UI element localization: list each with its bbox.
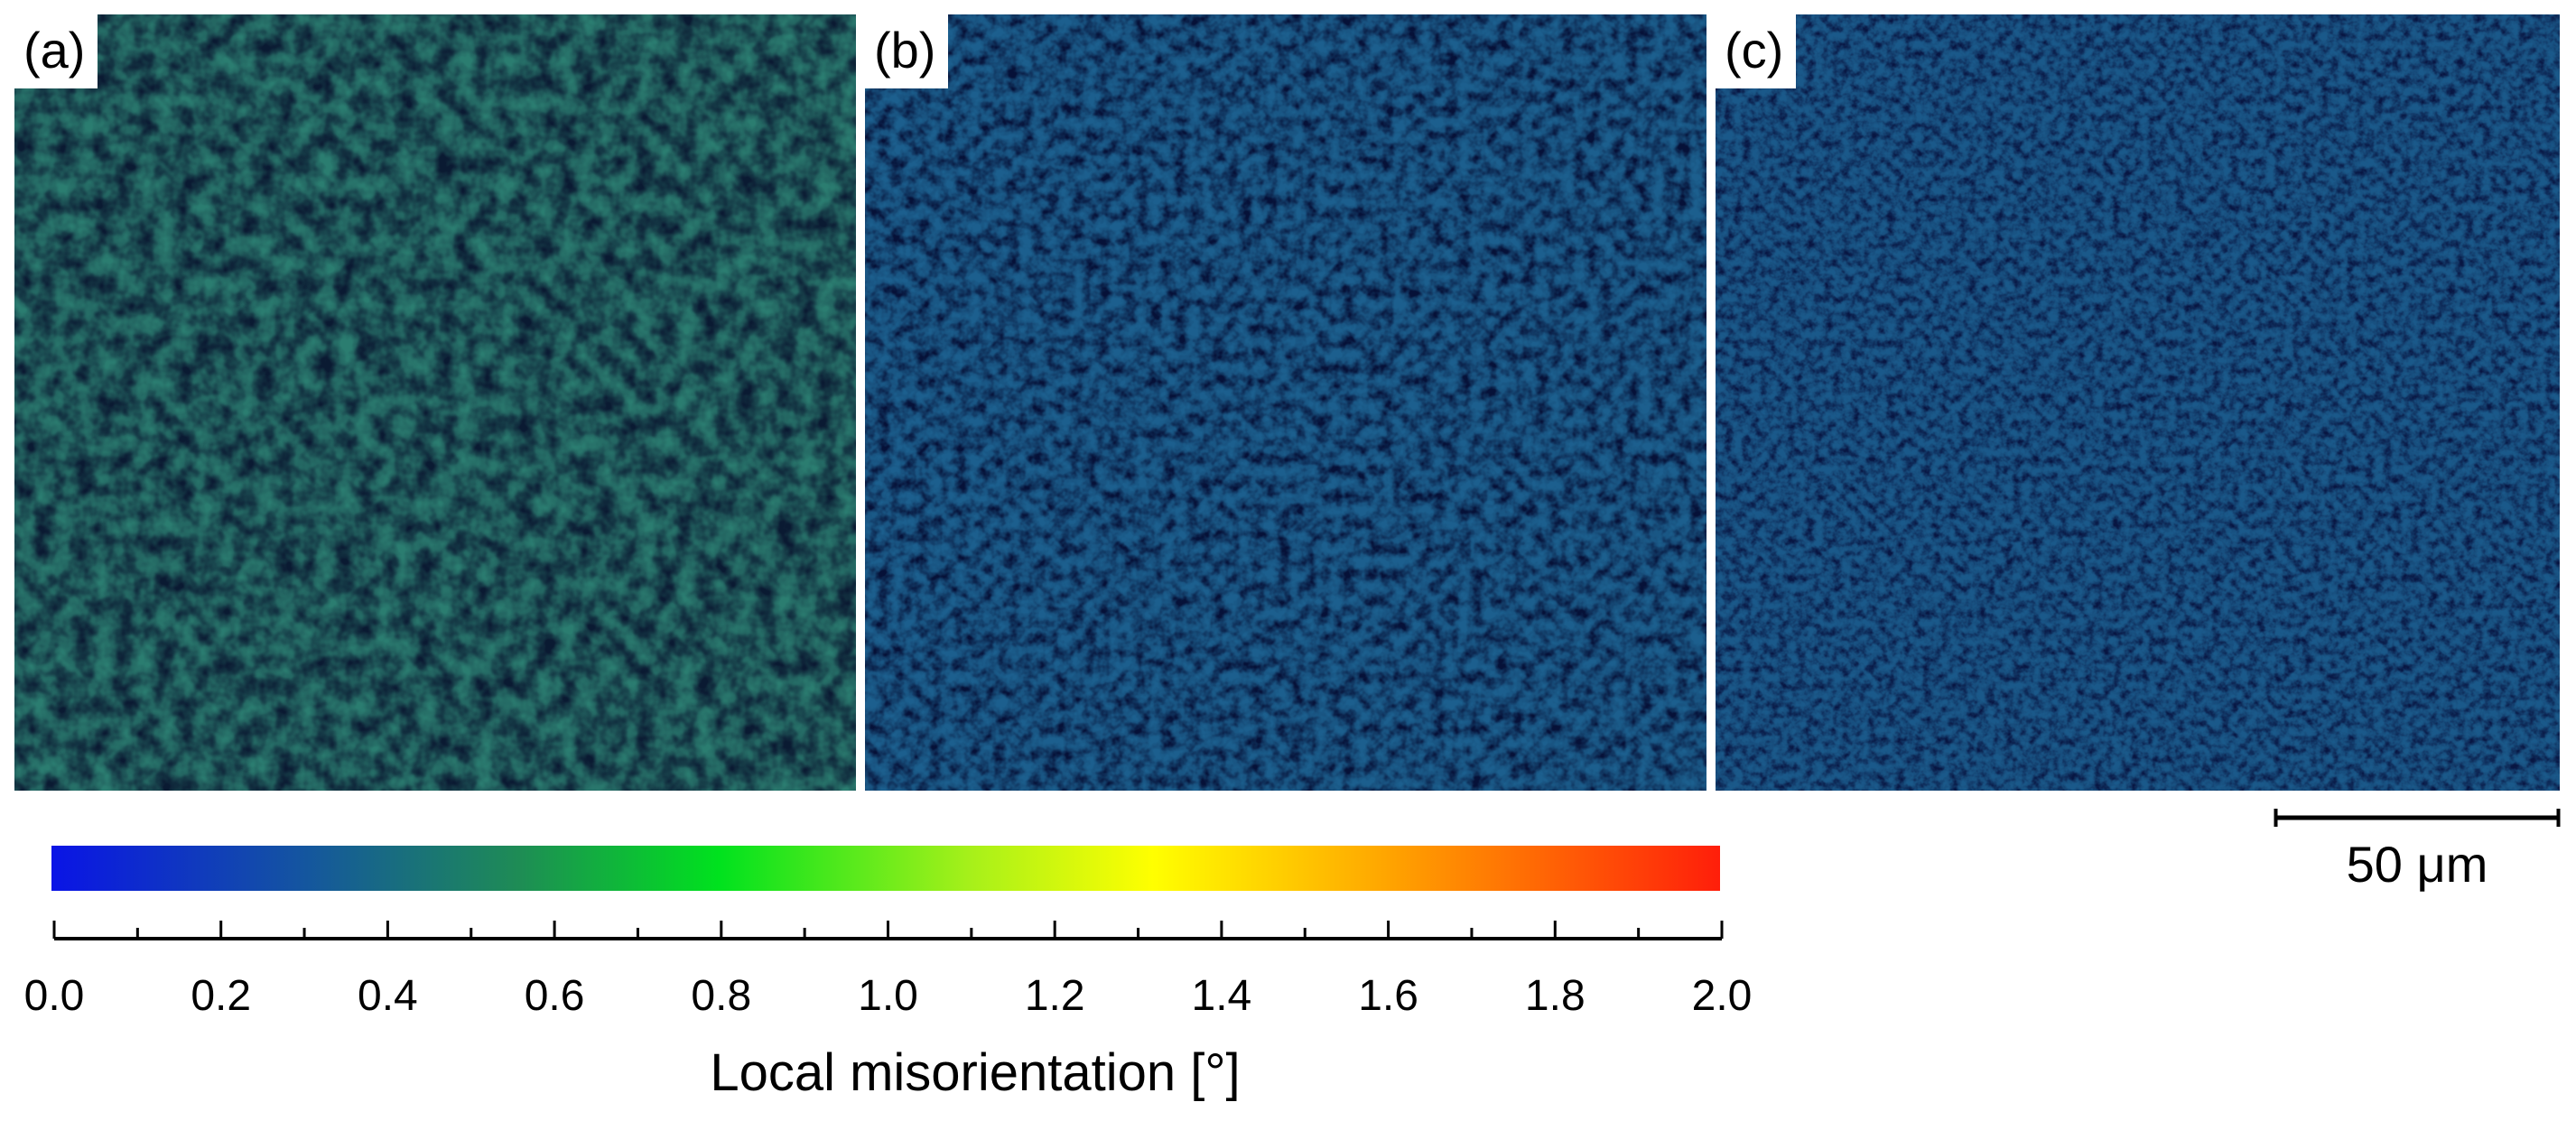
map-panel-b: (b) bbox=[865, 14, 1706, 791]
tick-label: 1.6 bbox=[1358, 972, 1418, 1020]
misorientation-map-a bbox=[14, 14, 856, 791]
axis-ticks bbox=[52, 921, 1724, 939]
panel-label-a: (a) bbox=[14, 14, 98, 88]
panel-label-c: (c) bbox=[1716, 14, 1797, 88]
tick-label: 1.8 bbox=[1524, 972, 1586, 1020]
tick-label: 1.4 bbox=[1191, 972, 1252, 1020]
tick-label: 0.4 bbox=[358, 972, 418, 1020]
map-panel-c: (c) bbox=[1716, 14, 2560, 791]
misorientation-map-b bbox=[865, 14, 1706, 791]
tick-label: 1.0 bbox=[858, 972, 918, 1020]
colorbar-title: Local misorientation [°] bbox=[710, 1043, 1241, 1102]
tick-label: 1.2 bbox=[1024, 972, 1085, 1020]
tick-label: 0.8 bbox=[691, 972, 752, 1020]
tick-label: 2.0 bbox=[1691, 972, 1753, 1020]
colorbar-gradient bbox=[51, 846, 1720, 891]
panel-label-b: (b) bbox=[865, 14, 949, 88]
tick-label: 0.2 bbox=[191, 972, 252, 1020]
scale-bar-label: 50 μm bbox=[2346, 836, 2488, 893]
scale-bar bbox=[2274, 809, 2561, 827]
tick-label: 0.6 bbox=[524, 972, 585, 1020]
tick-label: 0.0 bbox=[23, 972, 85, 1020]
map-panel-a: (a) bbox=[14, 14, 856, 791]
misorientation-map-c bbox=[1716, 14, 2560, 791]
colorbar-axis bbox=[52, 921, 1724, 940]
